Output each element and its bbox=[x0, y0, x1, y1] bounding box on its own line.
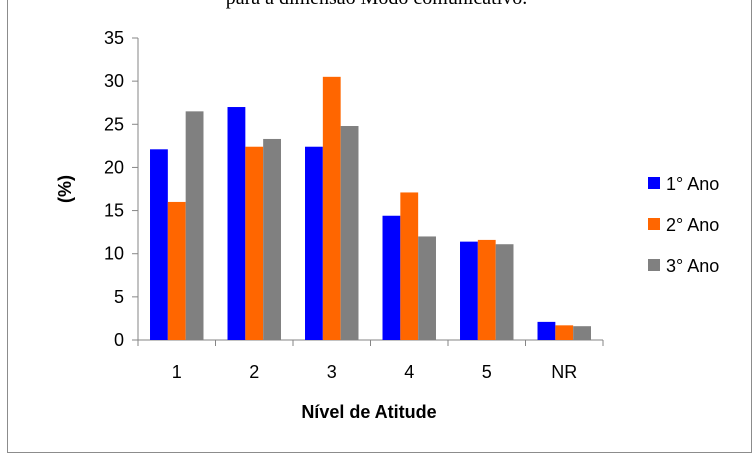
bar-3-3 bbox=[340, 126, 359, 340]
y-axis-title: (%) bbox=[55, 175, 75, 203]
bar-1-nr bbox=[537, 321, 556, 340]
bar-2-nr bbox=[555, 325, 574, 340]
chart-frame bbox=[7, 0, 752, 453]
x-tick-label: 5 bbox=[482, 362, 492, 382]
x-tick-label: NR bbox=[551, 362, 577, 382]
bar-3-4 bbox=[418, 236, 436, 340]
legend-label: 2° Ano bbox=[666, 215, 719, 235]
bar-2-1 bbox=[167, 201, 186, 340]
x-tick-label: 3 bbox=[327, 362, 337, 382]
y-tick-label: 25 bbox=[104, 114, 124, 134]
bar-2-2 bbox=[245, 146, 264, 340]
bar-1-4 bbox=[382, 215, 401, 340]
y-tick-label: 15 bbox=[104, 201, 124, 221]
bar-2-5 bbox=[477, 239, 496, 340]
bar-2-3 bbox=[322, 76, 341, 340]
bar-3-1 bbox=[185, 111, 204, 340]
legend-swatch bbox=[648, 218, 660, 230]
y-tick-label: 5 bbox=[114, 287, 124, 307]
bar-3-nr bbox=[573, 326, 591, 340]
x-tick-label: 1 bbox=[172, 362, 182, 382]
legend-swatch bbox=[648, 177, 660, 189]
bars bbox=[150, 76, 591, 341]
legend-label: 3° Ano bbox=[666, 256, 719, 276]
y-tick-label: 20 bbox=[104, 157, 124, 177]
legend-label: 1° Ano bbox=[666, 174, 719, 194]
bar-1-1 bbox=[150, 149, 168, 340]
bar-2-4 bbox=[400, 192, 419, 340]
figure-caption: para a dimensão Modo comunicativo. bbox=[0, 0, 753, 10]
y-tick-label: 35 bbox=[104, 28, 124, 48]
legend-swatch bbox=[648, 259, 660, 271]
x-tick-label: 2 bbox=[249, 362, 259, 382]
legend: 1° Ano 2° Ano 3° Ano bbox=[648, 174, 719, 276]
bar-3-5 bbox=[495, 244, 514, 340]
y-tick-label: 0 bbox=[114, 330, 124, 350]
bar-1-3 bbox=[305, 146, 323, 340]
x-axis: 1 2 3 4 5 NR bbox=[137, 339, 604, 382]
y-axis: 0 5 10 15 20 25 30 35 bbox=[104, 28, 139, 350]
y-tick-label: 10 bbox=[104, 244, 124, 264]
y-tick-label: 30 bbox=[104, 71, 124, 91]
bar-1-2 bbox=[227, 107, 246, 341]
x-tick-label: 4 bbox=[404, 362, 414, 382]
bar-1-5 bbox=[460, 241, 478, 340]
bar-3-2 bbox=[263, 138, 281, 340]
x-axis-title: Nível de Atitude bbox=[301, 402, 436, 422]
